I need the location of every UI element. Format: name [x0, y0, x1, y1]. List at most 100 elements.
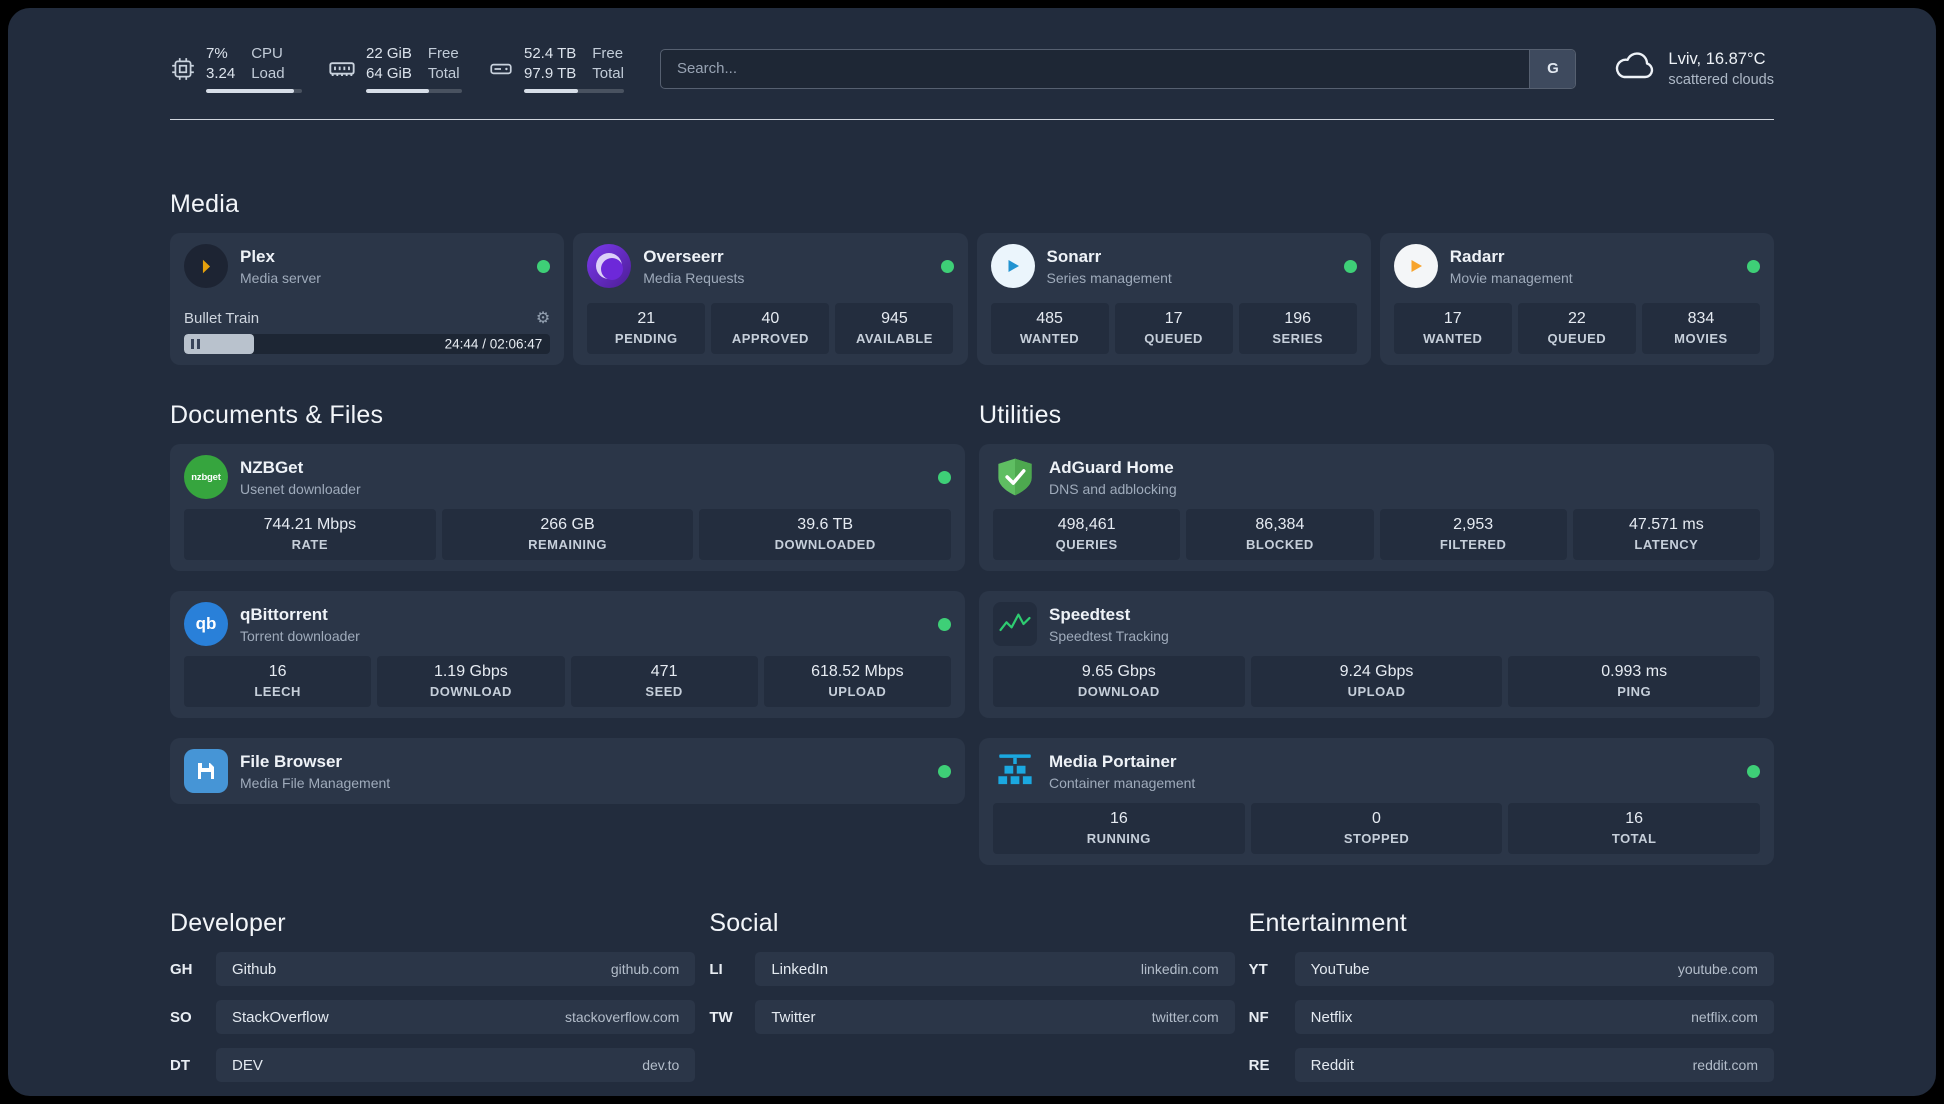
service-name: Speedtest: [1049, 604, 1131, 624]
cpu-label-bottom: Load: [251, 64, 285, 82]
section-title-social: Social: [709, 909, 779, 937]
stat-tile: 618.52 Mbps UPLOAD: [763, 656, 951, 707]
playback-progress-bar[interactable]: 24:44 / 02:06:47: [184, 334, 551, 354]
stat-tile: 498,461 QUERIES: [993, 509, 1181, 560]
stat-tile: 485 WANTED: [990, 303, 1109, 354]
memory-total: 64 GiB: [366, 64, 412, 82]
stat-tile: 9.65 Gbps DOWNLOAD: [993, 656, 1245, 707]
disk-icon: [488, 56, 514, 82]
adguard-icon: [993, 455, 1037, 499]
weather-location: Lviv, 16.87°C: [1668, 49, 1766, 68]
stat-tile: 16 LEECH: [184, 656, 372, 707]
stat-tile: 2,953 FILTERED: [1379, 509, 1567, 560]
service-name: qBittorrent: [240, 604, 328, 624]
service-name: File Browser: [240, 751, 343, 771]
status-online-dot: [938, 617, 951, 631]
service-card-plex[interactable]: Plex Media server Bullet Train ⚙: [170, 233, 565, 365]
search-provider-button[interactable]: G: [1529, 49, 1576, 88]
bookmark-group-social: Social LI LinkedIn linkedin.com TW Twitt…: [709, 909, 1235, 1034]
service-subtitle: Series management: [1046, 269, 1172, 286]
disk-progress-bar: [524, 89, 624, 93]
service-subtitle: Speedtest Tracking: [1049, 627, 1169, 644]
weather-condition: scattered clouds: [1668, 71, 1774, 88]
cpu-label-top: CPU: [251, 45, 283, 62]
bookmarks-area: Developer GH Github github.com SO StackO…: [170, 909, 1774, 1082]
section-title-entertainment: Entertainment: [1248, 909, 1407, 937]
status-online-dot: [537, 259, 551, 273]
stat-tile: 40 APPROVED: [711, 303, 830, 354]
memory-label-bottom: Total: [427, 64, 460, 82]
service-card-adguard[interactable]: AdGuard Home DNS and adblocking 498,461 …: [979, 444, 1774, 571]
section-title-media: Media: [170, 190, 240, 218]
service-subtitle: Usenet downloader: [240, 480, 361, 497]
topbar: 7% 3.24 CPU Load: [170, 44, 1774, 93]
bookmark-github[interactable]: GH Github github.com: [170, 952, 696, 986]
bookmark-dev[interactable]: DT DEV dev.to: [170, 1048, 696, 1082]
overseerr-icon: [587, 244, 632, 288]
status-online-dot: [940, 259, 954, 273]
stat-tile: 1.19 Gbps DOWNLOAD: [377, 656, 565, 707]
portainer-icon: [993, 749, 1037, 793]
bookmark-stackoverflow[interactable]: SO StackOverflow stackoverflow.com: [170, 1000, 696, 1034]
status-online-dot: [1747, 764, 1760, 778]
topbar-divider: [170, 119, 1774, 120]
service-card-nzbget[interactable]: nzbget NZBGet Usenet downloader 744.21 M…: [170, 444, 965, 571]
stat-tile: 16 RUNNING: [993, 803, 1245, 854]
stat-tile: 21 PENDING: [587, 303, 706, 354]
service-card-filebrowser[interactable]: File Browser Media File Management: [170, 738, 965, 804]
service-card-sonarr[interactable]: Sonarr Series management 485 WANTED 17 Q…: [976, 233, 1371, 365]
weather-widget: Lviv, 16.87°C scattered clouds: [1612, 50, 1774, 88]
stat-tile: 834 MOVIES: [1641, 303, 1760, 354]
memory-icon: [328, 55, 356, 83]
service-subtitle: Container management: [1049, 774, 1196, 791]
bookmark-group-entertainment: Entertainment YT YouTube youtube.com NF …: [1249, 909, 1774, 1082]
section-documents: Documents & Files nzbget NZBGet Usenet d…: [170, 401, 965, 804]
sonarr-icon: [990, 244, 1035, 288]
section-title-utilities: Utilities: [979, 401, 1062, 429]
memory-label-top: Free: [427, 45, 459, 62]
service-card-portainer[interactable]: Media Portainer Container management 16 …: [979, 738, 1774, 865]
gear-icon[interactable]: ⚙: [535, 309, 551, 327]
status-online-dot: [938, 764, 951, 778]
memory-widget: 22 GiB 64 GiB Free Total: [328, 44, 462, 93]
speedtest-icon: [993, 602, 1037, 646]
service-name: NZBGet: [240, 457, 304, 477]
bookmark-netflix[interactable]: NF Netflix netflix.com: [1249, 1000, 1774, 1034]
service-card-radarr[interactable]: Radarr Movie management 17 WANTED 22 QUE…: [1379, 233, 1774, 365]
stat-tile: 471 SEED: [570, 656, 758, 707]
service-subtitle: Media server: [240, 269, 321, 286]
service-card-overseerr[interactable]: Overseerr Media Requests 21 PENDING 40 A…: [573, 233, 968, 365]
cpu-progress-bar: [206, 89, 302, 93]
service-subtitle: Torrent downloader: [240, 627, 360, 644]
bookmark-youtube[interactable]: YT YouTube youtube.com: [1249, 952, 1774, 986]
cpu-icon: [170, 56, 196, 82]
bookmark-linkedin[interactable]: LI LinkedIn linkedin.com: [709, 952, 1235, 986]
stat-tile: 0 STOPPED: [1250, 803, 1503, 854]
service-subtitle: Media File Management: [240, 774, 391, 791]
bookmark-reddit[interactable]: RE Reddit reddit.com: [1249, 1048, 1774, 1082]
service-subtitle: Movie management: [1449, 269, 1573, 286]
media-grid: Plex Media server Bullet Train ⚙: [170, 233, 1774, 365]
bookmark-twitter[interactable]: TW Twitter twitter.com: [709, 1000, 1235, 1034]
memory-progress-bar: [366, 89, 462, 93]
search-input[interactable]: [660, 49, 1530, 88]
stat-tile: 47.571 ms LATENCY: [1572, 509, 1760, 560]
service-name: Overseerr: [643, 246, 724, 266]
section-title-developer: Developer: [170, 909, 286, 937]
nzbget-icon: nzbget: [184, 455, 228, 499]
service-card-speedtest[interactable]: Speedtest Speedtest Tracking 9.65 Gbps D…: [979, 591, 1774, 718]
disk-widget: 52.4 TB 97.9 TB Free Total: [488, 44, 624, 93]
disk-label-bottom: Total: [592, 64, 624, 82]
service-name: Sonarr: [1046, 246, 1102, 266]
service-card-qbittorrent[interactable]: qb qBittorrent Torrent downloader 16: [170, 591, 965, 718]
disk-free: 52.4 TB: [524, 45, 577, 62]
pause-icon[interactable]: [191, 339, 200, 349]
stat-tile: 266 GB REMAINING: [441, 509, 694, 560]
stat-tile: 16 TOTAL: [1508, 803, 1761, 854]
now-playing-widget: Bullet Train ⚙ 24:44 / 02:06:47: [184, 309, 551, 354]
dashboard-panel: 7% 3.24 CPU Load: [8, 8, 1936, 1096]
search-bar[interactable]: G: [659, 48, 1577, 89]
stat-tile: 39.6 TB DOWNLOADED: [699, 509, 952, 560]
status-online-dot: [1343, 259, 1357, 273]
plex-icon: [184, 244, 228, 288]
